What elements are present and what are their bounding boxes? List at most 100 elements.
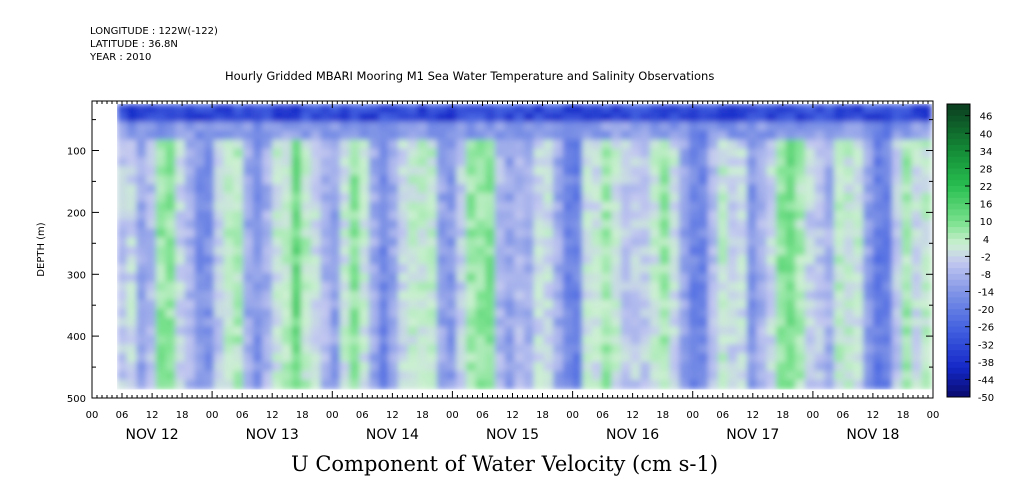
field-cell — [272, 157, 283, 168]
field-cell — [320, 184, 331, 194]
field-cell — [679, 104, 690, 114]
field-cell — [252, 370, 264, 381]
field-cell — [369, 193, 380, 203]
field-cell — [776, 344, 787, 354]
field-cell — [620, 166, 632, 177]
field-cell — [553, 130, 564, 141]
field-cell — [582, 273, 593, 283]
field-cell — [843, 344, 855, 354]
field-cell — [872, 308, 884, 319]
field-cell — [494, 166, 506, 177]
field-cell — [911, 219, 923, 230]
field-cell — [901, 308, 913, 319]
field-cell — [320, 326, 331, 337]
field-cell — [785, 228, 797, 239]
field-cell — [427, 219, 438, 230]
colorbar-band — [947, 309, 970, 316]
field-cell — [688, 166, 700, 177]
field-cell — [194, 104, 206, 114]
field-cell — [194, 166, 206, 177]
field-cell — [708, 166, 719, 177]
field-cell — [708, 228, 719, 239]
field-cell — [524, 282, 535, 292]
field-cell — [562, 299, 574, 310]
field-cell — [698, 335, 709, 346]
field-cell — [717, 210, 729, 221]
field-cell — [165, 121, 176, 132]
field-cell — [320, 148, 331, 159]
field-cell — [514, 379, 525, 390]
colorbar-band — [947, 180, 970, 187]
field-cell — [824, 237, 835, 248]
field-cell — [524, 219, 535, 230]
field-cell — [252, 246, 264, 257]
field-cell — [514, 193, 525, 203]
field-cell — [591, 255, 603, 265]
field-cell — [911, 282, 923, 292]
field-cell — [117, 157, 128, 168]
field-cell — [262, 255, 273, 265]
field-cell — [892, 121, 903, 132]
field-cell — [892, 335, 903, 346]
field-cell — [514, 246, 525, 257]
field-cell — [378, 255, 390, 265]
field-cell — [543, 184, 554, 194]
field-cell — [310, 353, 322, 363]
field-cell — [601, 282, 612, 292]
field-cell — [320, 379, 331, 390]
field-cell — [465, 255, 477, 265]
field-cell — [233, 370, 244, 381]
field-cell — [785, 130, 797, 141]
field-cell — [698, 201, 709, 212]
field-cell — [494, 184, 506, 194]
field-cell — [814, 113, 826, 123]
field-cell — [650, 148, 661, 159]
field-cell — [301, 130, 312, 141]
field-cell — [378, 228, 390, 239]
colorbar-band — [947, 344, 970, 351]
field-cell — [562, 308, 574, 319]
field-cell — [776, 317, 787, 328]
field-cell — [155, 308, 167, 319]
field-cell — [165, 273, 176, 283]
field-cell — [591, 290, 603, 301]
field-cell — [436, 264, 448, 274]
field-cell — [766, 201, 777, 212]
field-cell — [853, 379, 864, 390]
field-cell — [146, 219, 157, 230]
field-cell — [524, 237, 535, 248]
field-cell — [824, 184, 835, 194]
field-cell — [814, 353, 826, 363]
field-cell — [310, 370, 322, 381]
field-cell — [339, 104, 351, 114]
field-cell — [591, 362, 603, 372]
field-cell — [213, 255, 225, 265]
field-cell — [582, 290, 593, 301]
field-cell — [824, 130, 835, 141]
field-cell — [601, 246, 612, 257]
field-cell — [165, 104, 176, 114]
field-cell — [882, 201, 893, 212]
field-cell — [436, 344, 448, 354]
field-cell — [155, 255, 167, 265]
field-cell — [349, 370, 361, 381]
field-cell — [746, 326, 758, 337]
field-cell — [524, 308, 535, 319]
field-cell — [243, 273, 254, 283]
field-cell — [533, 353, 545, 363]
field-cell — [436, 362, 448, 372]
field-cell — [514, 157, 525, 168]
field-cell — [262, 175, 273, 185]
field-cell — [717, 370, 729, 381]
field-cell — [233, 353, 244, 363]
field-cell — [834, 148, 845, 159]
field-cell — [117, 219, 128, 230]
field-cell — [175, 290, 186, 301]
field-cell — [436, 317, 448, 328]
field-cell — [272, 175, 283, 185]
y-tick-label: 500 — [67, 394, 86, 405]
field-cell — [475, 317, 487, 328]
field-cell — [456, 353, 467, 363]
field-cell — [475, 299, 487, 310]
field-cell — [349, 317, 361, 328]
